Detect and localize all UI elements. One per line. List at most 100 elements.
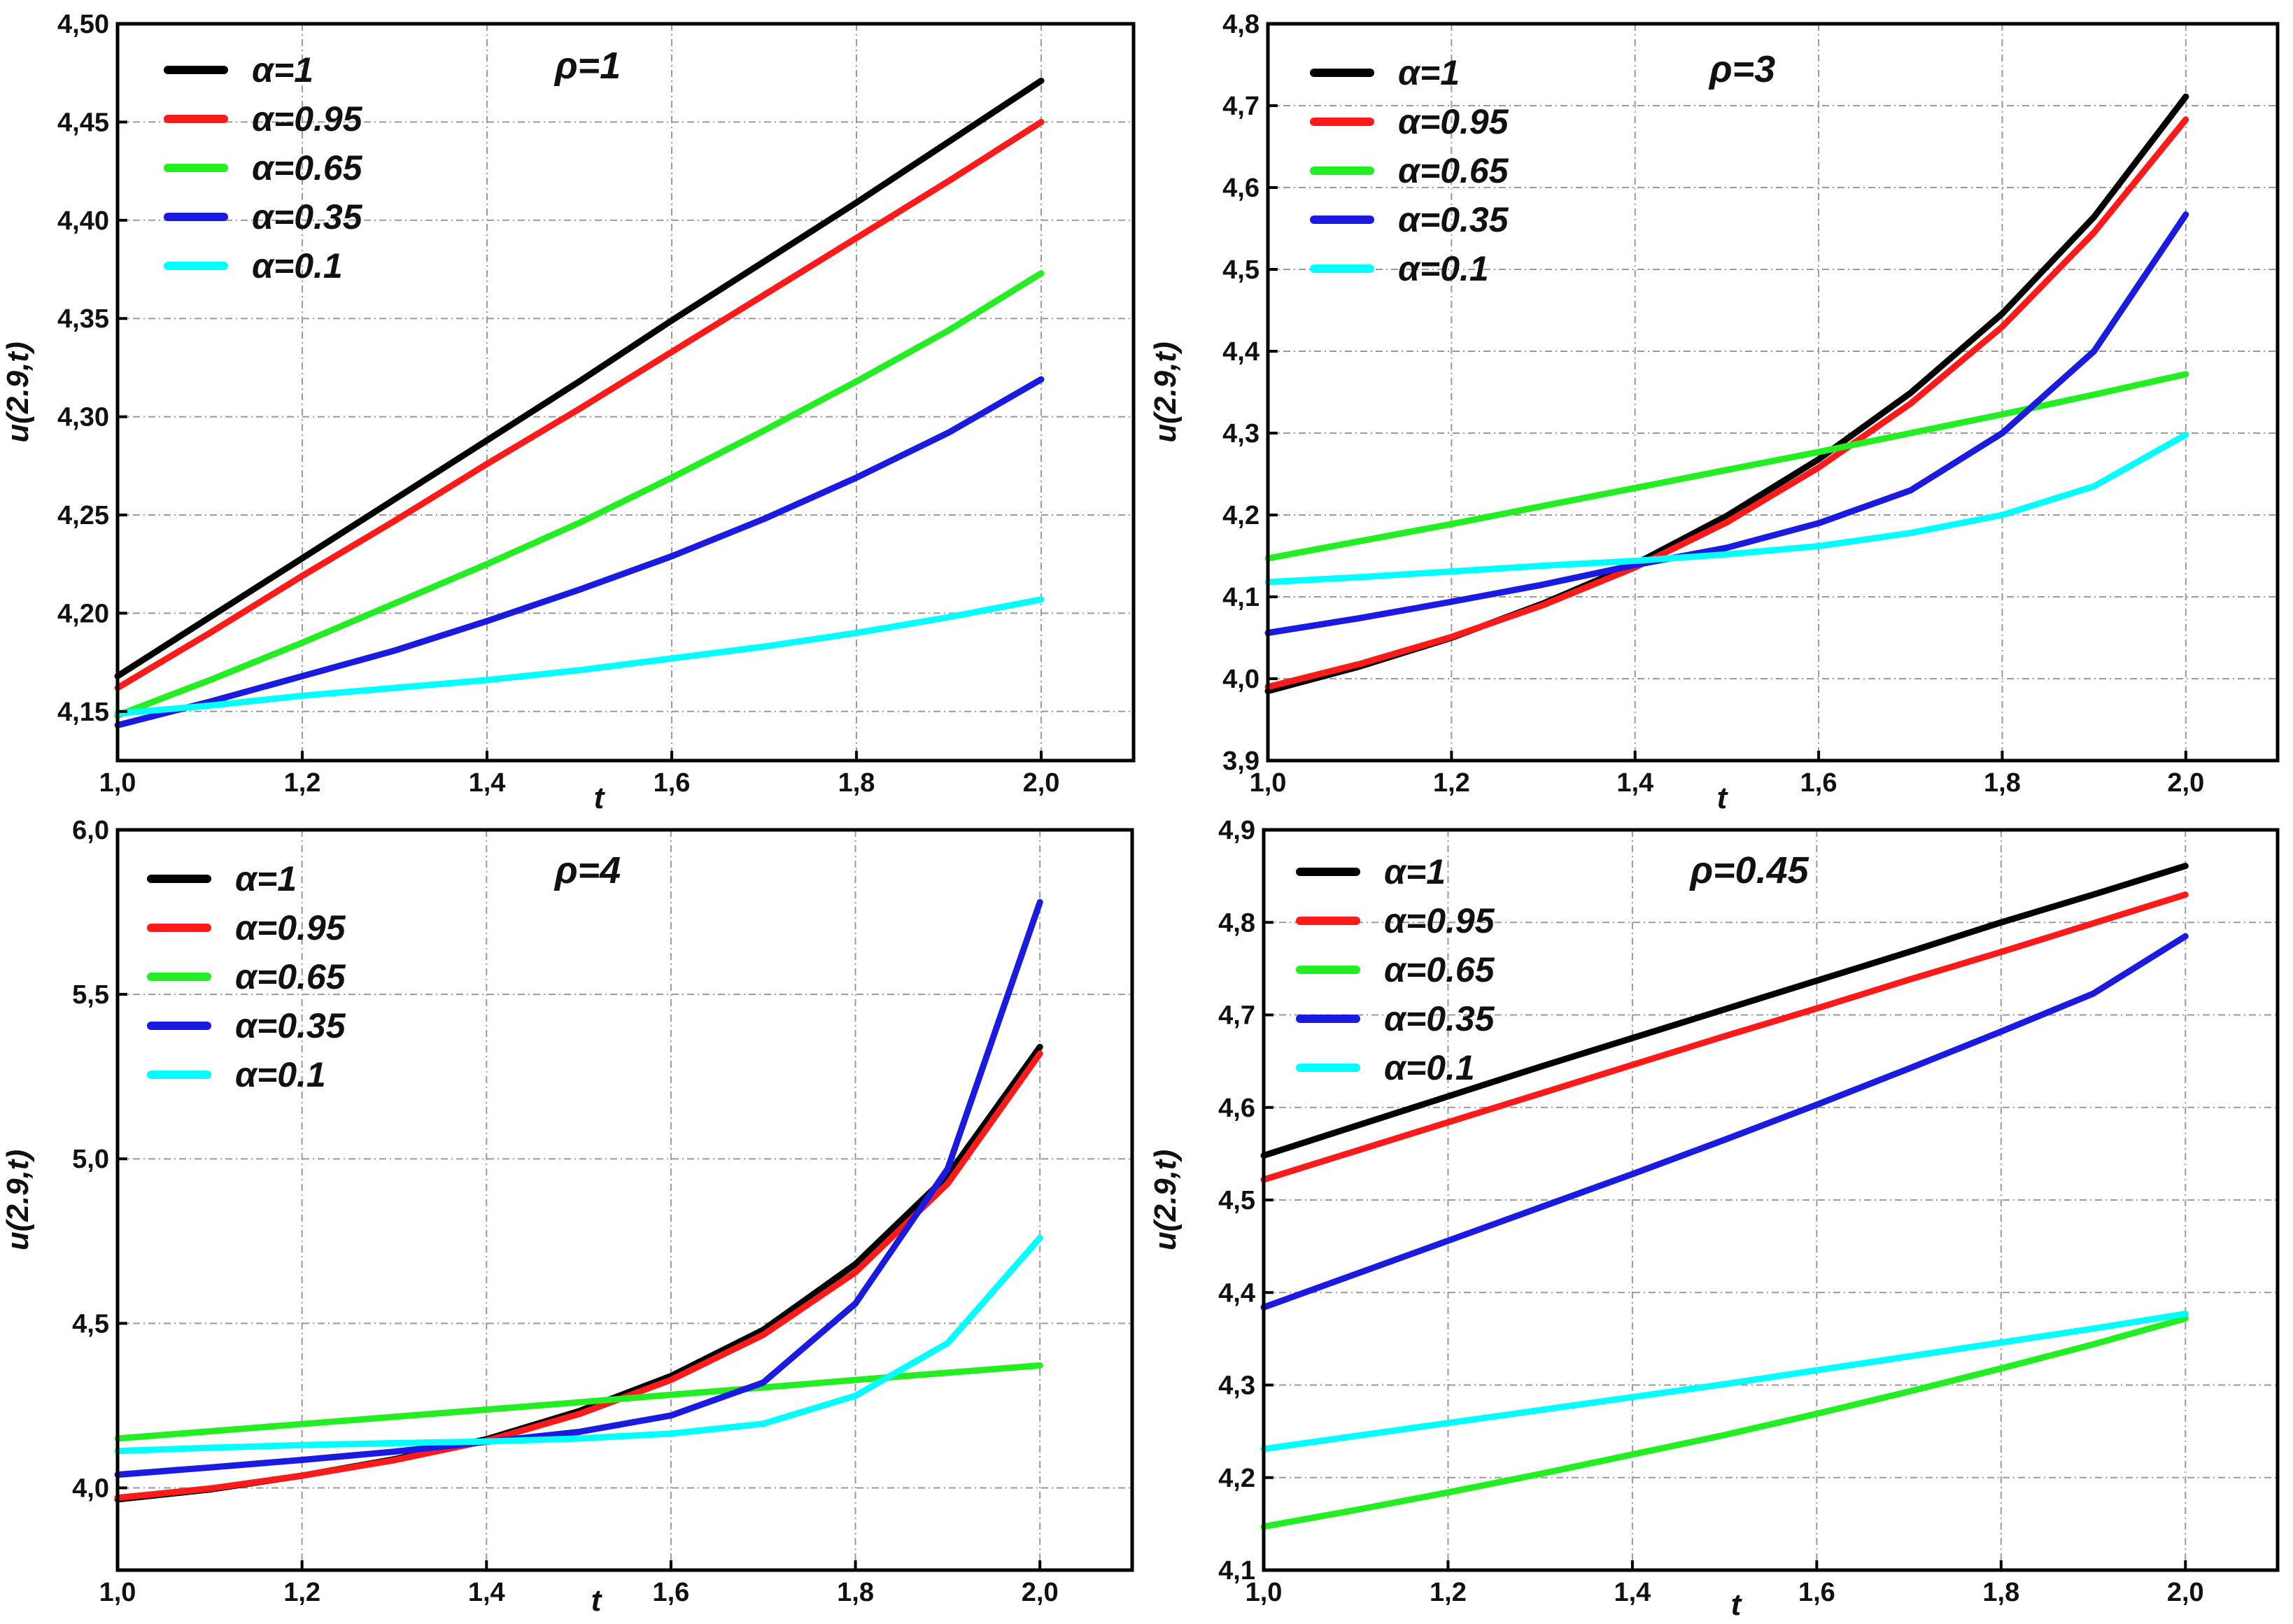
plot-frame [115,828,1134,1572]
panel-rho-1: 1,0 1,2 1,4 1,6 1,8 2,0 4,15 4,20 4,25 4,30 4,35 4,… [1,10,1136,815]
y-tick-label: 4,4 [1218,1278,1255,1308]
x-axis-label: t [594,781,606,815]
y-tick-label: 4,50 [57,10,109,39]
y-tick-label: 4,4 [1222,337,1260,367]
legend-entry-label: α=0.65 [1398,151,1509,190]
y-tick-label: 4,1 [1218,1556,1255,1586]
legend-entry-label: α=0.95 [235,908,346,947]
legend-entry-label: α=0.1 [1384,1048,1475,1087]
legend-entry-label: α=0.65 [235,957,346,996]
series-line-α=0.65 [1260,1315,2189,1530]
x-tick-label: 2,0 [2167,1578,2204,1607]
y-tick-label: 4,30 [57,403,109,432]
legend-entry-label: α=0.35 [252,197,363,236]
y-axis-label: u(2.9,t) [1,1150,35,1250]
x-tick-label: 1,2 [1433,768,1470,798]
y-tick-label: 4,0 [72,1474,109,1503]
y-tick-label: 4,7 [1218,1001,1255,1031]
legend-entry-label: α=0.95 [1398,102,1509,141]
legend-entry-label: α=0.1 [252,246,343,285]
y-axis-label: u(2.9,t) [1148,341,1183,442]
x-tick-label: 1,8 [838,768,875,798]
series-line-α=0.95 [114,118,1045,691]
y-axis-label: u(2.9,t) [1148,1150,1183,1250]
y-tick-label: 4,0 [1222,665,1260,694]
plot-area [118,24,1134,761]
y-tick-label: 4,5 [1222,255,1260,285]
x-axis-label: t [591,1583,603,1618]
x-tick-label: 1,2 [1430,1578,1467,1607]
chart-title: ρ=4 [553,849,621,891]
y-tick-label: 4,6 [1222,174,1260,203]
x-tick-label: 1,6 [1800,768,1837,798]
series-line-α=0.35 [114,376,1045,728]
y-tick-label: 4,3 [1222,419,1260,449]
y-tick-label: 4,8 [1218,908,1255,938]
x-tick-label: 1,0 [99,768,136,798]
y-tick-label: 4,35 [57,304,109,334]
plot-area [1264,830,2278,1570]
y-tick-label: 4,9 [1218,816,1255,845]
x-axis-label: t [1731,1588,1743,1622]
y-tick-label: 4,5 [1218,1186,1255,1215]
y-tick-label: 4,40 [57,206,109,236]
x-tick-label: 1,6 [652,1578,689,1607]
series-line-α=0.1 [1260,1311,2189,1453]
legend-entry-label: α=1 [252,50,313,90]
y-tick-label: 4,20 [57,599,109,628]
y-tick-label: 4,1 [1222,583,1260,612]
plot-frame [115,22,1136,763]
legend-entry-label: α=0.95 [252,99,363,139]
legend-entry-label: α=0.35 [1384,999,1495,1038]
legend-entry-label: α=0.95 [1384,901,1495,940]
x-axis-label: t [1717,781,1729,815]
legend-entry-label: α=0.1 [235,1055,326,1094]
series-line-α=0.95 [1264,116,2189,691]
series-line-α=0.65 [114,270,1045,719]
plot-frame [1266,22,2280,763]
x-tick-label: 1,2 [283,1578,320,1607]
x-tick-label: 1,4 [469,768,506,798]
panel-rho-0.45: 1,0 1,2 1,4 1,6 1,8 2,0 4,1 4,2 4,3 4,4 4,5 4,6 4,7 4… [1148,816,2280,1622]
y-tick-label: 4,7 [1222,92,1260,121]
x-tick-label: 1,6 [654,768,691,798]
legend-entry-label: α=1 [1398,53,1460,92]
series-line-α=0.1 [1264,431,2189,586]
chart-title: ρ=0.45 [1688,849,1809,891]
legend-entry-label: α=1 [1384,852,1446,891]
legend-entry-label: α=0.35 [235,1006,346,1045]
x-tick-label: 2,0 [1022,1578,1059,1607]
x-tick-label: 1,4 [468,1578,505,1607]
y-tick-label: 4,2 [1218,1464,1255,1493]
series-line-α=0.35 [1260,933,2189,1311]
legend-entry-label: α=1 [235,859,297,898]
x-tick-label: 1,0 [1246,1578,1283,1607]
x-tick-label: 1,4 [1614,1578,1651,1607]
series-line-α=1 [1260,863,2189,1159]
legend-entry-label: α=0.35 [1398,200,1509,239]
x-tick-label: 1,4 [1616,768,1653,798]
y-tick-label: 4,3 [1218,1371,1255,1401]
y-tick-label: 5,5 [72,980,109,1010]
y-tick-label: 5,0 [72,1145,109,1174]
x-tick-label: 2,0 [2167,768,2204,798]
y-axis-label: u(2.9,t) [1,341,35,442]
x-tick-label: 1,0 [99,1578,136,1607]
series-line-α=0.35 [1264,211,2189,636]
panel-rho-4: 1,0 1,2 1,4 1,6 1,8 2,0 4,0 4,5 5,0 5,5 6,0 t u(2.9,… [1,816,1134,1618]
series-line-α=1 [114,77,1045,679]
series-line-α=0.35 [114,898,1043,1478]
y-tick-label: 4,5 [72,1309,109,1339]
x-tick-label: 2,0 [1023,768,1060,798]
y-tick-label: 3,9 [1222,747,1260,776]
series-line-α=0.95 [1260,891,2189,1183]
legend-entry-label: α=0.1 [1398,249,1489,288]
series-line-α=0.95 [114,1050,1043,1502]
panel-rho-3: 1,0 1,2 1,4 1,6 1,8 2,0 3,9 4,0 4,1 4,2 4,3 4,4 4,5 4… [1148,10,2280,815]
x-tick-label: 1,8 [1982,1578,2019,1607]
y-tick-label: 4,6 [1218,1094,1255,1123]
chart-title: ρ=1 [553,45,621,87]
y-tick-label: 6,0 [72,816,109,845]
y-tick-label: 4,2 [1222,501,1260,530]
